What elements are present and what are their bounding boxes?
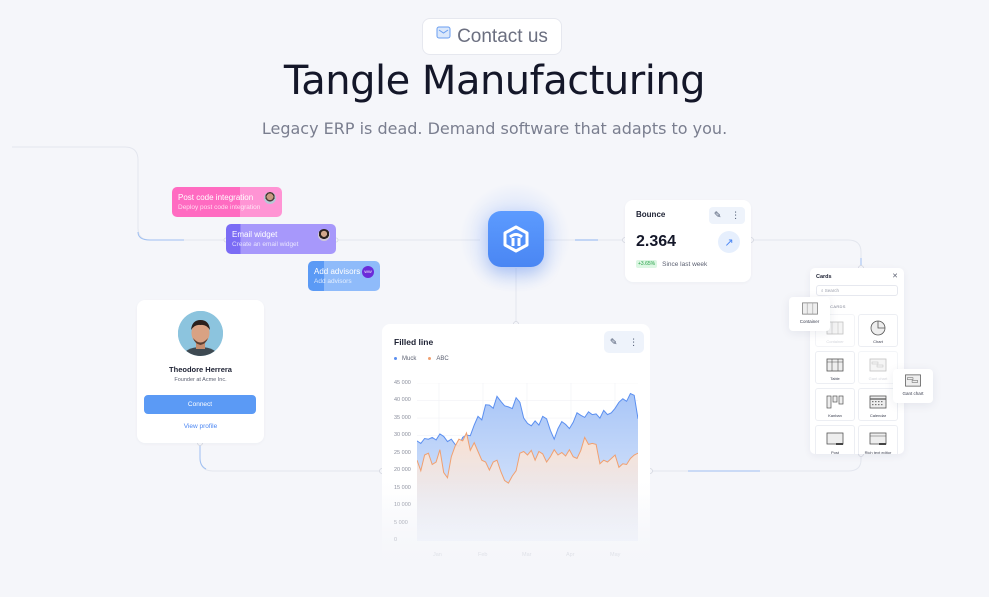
- profile-name: Theodore Herrera: [169, 365, 232, 374]
- legend-item-muck[interactable]: Muck: [394, 356, 416, 362]
- contact-us-label: Contact us: [457, 25, 548, 47]
- tile-gantt-chart[interactable]: Gant chart: [858, 351, 898, 384]
- calendar-icon: [869, 395, 887, 409]
- more-icon[interactable]: ⋮: [629, 336, 639, 347]
- close-icon[interactable]: ✕: [892, 273, 898, 280]
- edit-icon[interactable]: ✎: [713, 210, 722, 220]
- task-post-code-integration[interactable]: Post code integration Deploy post code i…: [172, 187, 282, 217]
- kpi-value: 2.364: [636, 233, 677, 250]
- change-badge: +3.65%: [636, 260, 658, 268]
- y-tick: 20 000: [394, 467, 411, 473]
- hexagon-logo-icon: [503, 225, 529, 253]
- task-subtitle: Create an email widget: [232, 241, 299, 248]
- tile-calendar[interactable]: Calendar: [858, 388, 898, 421]
- tile-rich-text-editor[interactable]: Rich text editor: [858, 425, 898, 454]
- y-tick: 10 000: [394, 502, 411, 508]
- edit-icon[interactable]: ✎: [609, 336, 618, 347]
- gantt-chart-icon: [869, 358, 887, 372]
- avatar-initials: WW: [362, 266, 374, 278]
- profile-avatar: [178, 311, 223, 356]
- card-toolbar: ✎ ⋮: [604, 331, 644, 353]
- profile-role: Founder at Acme Inc.: [174, 377, 227, 383]
- legend-item-abc[interactable]: ABC: [428, 356, 449, 362]
- gantt-chart-icon: [905, 374, 921, 387]
- avatar: [264, 192, 276, 204]
- kanban-icon: [826, 395, 844, 409]
- dragged-container-tile[interactable]: Container: [789, 297, 830, 331]
- y-tick: 45 000: [394, 380, 411, 386]
- panel-title: Cards: [816, 274, 832, 280]
- x-tick: Apr: [566, 552, 575, 558]
- section-label: CORE CARDS: [816, 304, 846, 309]
- task-subtitle: Deploy post code integration: [178, 204, 261, 211]
- cards-panel: Cards ✕ ⌕ Search CORE CARDS Container Ch…: [810, 268, 904, 454]
- connect-button[interactable]: Connect: [144, 395, 256, 414]
- mail-icon: [436, 26, 451, 39]
- page-title: Tangle Manufacturing: [283, 58, 706, 104]
- y-tick: 15 000: [394, 485, 411, 491]
- since-label: Since last week: [662, 260, 708, 268]
- contact-us-button[interactable]: Contact us: [422, 18, 562, 55]
- dragged-gantt-tile[interactable]: Gant chart: [893, 369, 933, 403]
- x-tick: Jan: [433, 552, 442, 558]
- bounce-kpi-card: Bounce ✎ ⋮ 2.364 ↗ +3.65% Since last wee…: [625, 200, 751, 282]
- tile-post[interactable]: Post: [815, 425, 855, 454]
- task-subtitle: Add advisors: [314, 278, 352, 285]
- chart-title: Filled line: [394, 337, 434, 347]
- avatar: [318, 229, 330, 241]
- view-profile-link[interactable]: View profile: [183, 423, 218, 430]
- tile-table[interactable]: Table: [815, 351, 855, 384]
- task-title: Add advisors: [314, 267, 361, 276]
- y-tick: 35 000: [394, 415, 411, 421]
- y-tick: 0: [394, 537, 398, 543]
- task-title: Post code integration: [178, 193, 254, 202]
- search-input[interactable]: ⌕ Search: [816, 285, 898, 296]
- task-email-widget[interactable]: Email widget Create an email widget: [226, 224, 336, 254]
- filled-line-chart-card: Filled line ✎ ⋮ Muck ABC 45 000 40 000 3…: [382, 324, 650, 564]
- x-tick: May: [610, 552, 621, 558]
- more-icon[interactable]: ⋮: [731, 210, 741, 220]
- page-subtitle: Legacy ERP is dead. Demand software that…: [261, 119, 728, 138]
- y-tick: 5 000: [394, 520, 408, 526]
- post-icon: [826, 432, 844, 445]
- y-tick: 30 000: [394, 432, 411, 438]
- x-tick: Feb: [478, 552, 488, 558]
- app-logo: [488, 211, 544, 267]
- card-toolbar: ✎ ⋮: [709, 207, 745, 224]
- profile-card: Theodore Herrera Founder at Acme Inc. Co…: [137, 300, 264, 443]
- task-add-advisors[interactable]: Add advisors Add advisors WW: [308, 261, 380, 291]
- tile-kanban[interactable]: Kanban: [815, 388, 855, 421]
- pie-chart-icon: [870, 320, 886, 336]
- table-icon: [826, 358, 844, 372]
- container-icon: [826, 321, 844, 335]
- container-icon: [801, 302, 818, 315]
- y-tick: 40 000: [394, 397, 411, 403]
- person-photo-icon: [178, 311, 223, 356]
- search-placeholder: Search: [824, 288, 840, 293]
- task-title: Email widget: [232, 230, 278, 239]
- trend-arrow-icon[interactable]: ↗: [718, 231, 740, 253]
- y-tick: 25 000: [394, 450, 411, 456]
- rich-text-editor-icon: [869, 432, 887, 445]
- kpi-label: Bounce: [636, 210, 666, 219]
- area-chart-plot: [417, 383, 638, 541]
- x-tick: Mar: [522, 552, 532, 558]
- tile-chart[interactable]: Chart: [858, 314, 898, 347]
- chart-legend: Muck ABC: [394, 356, 449, 362]
